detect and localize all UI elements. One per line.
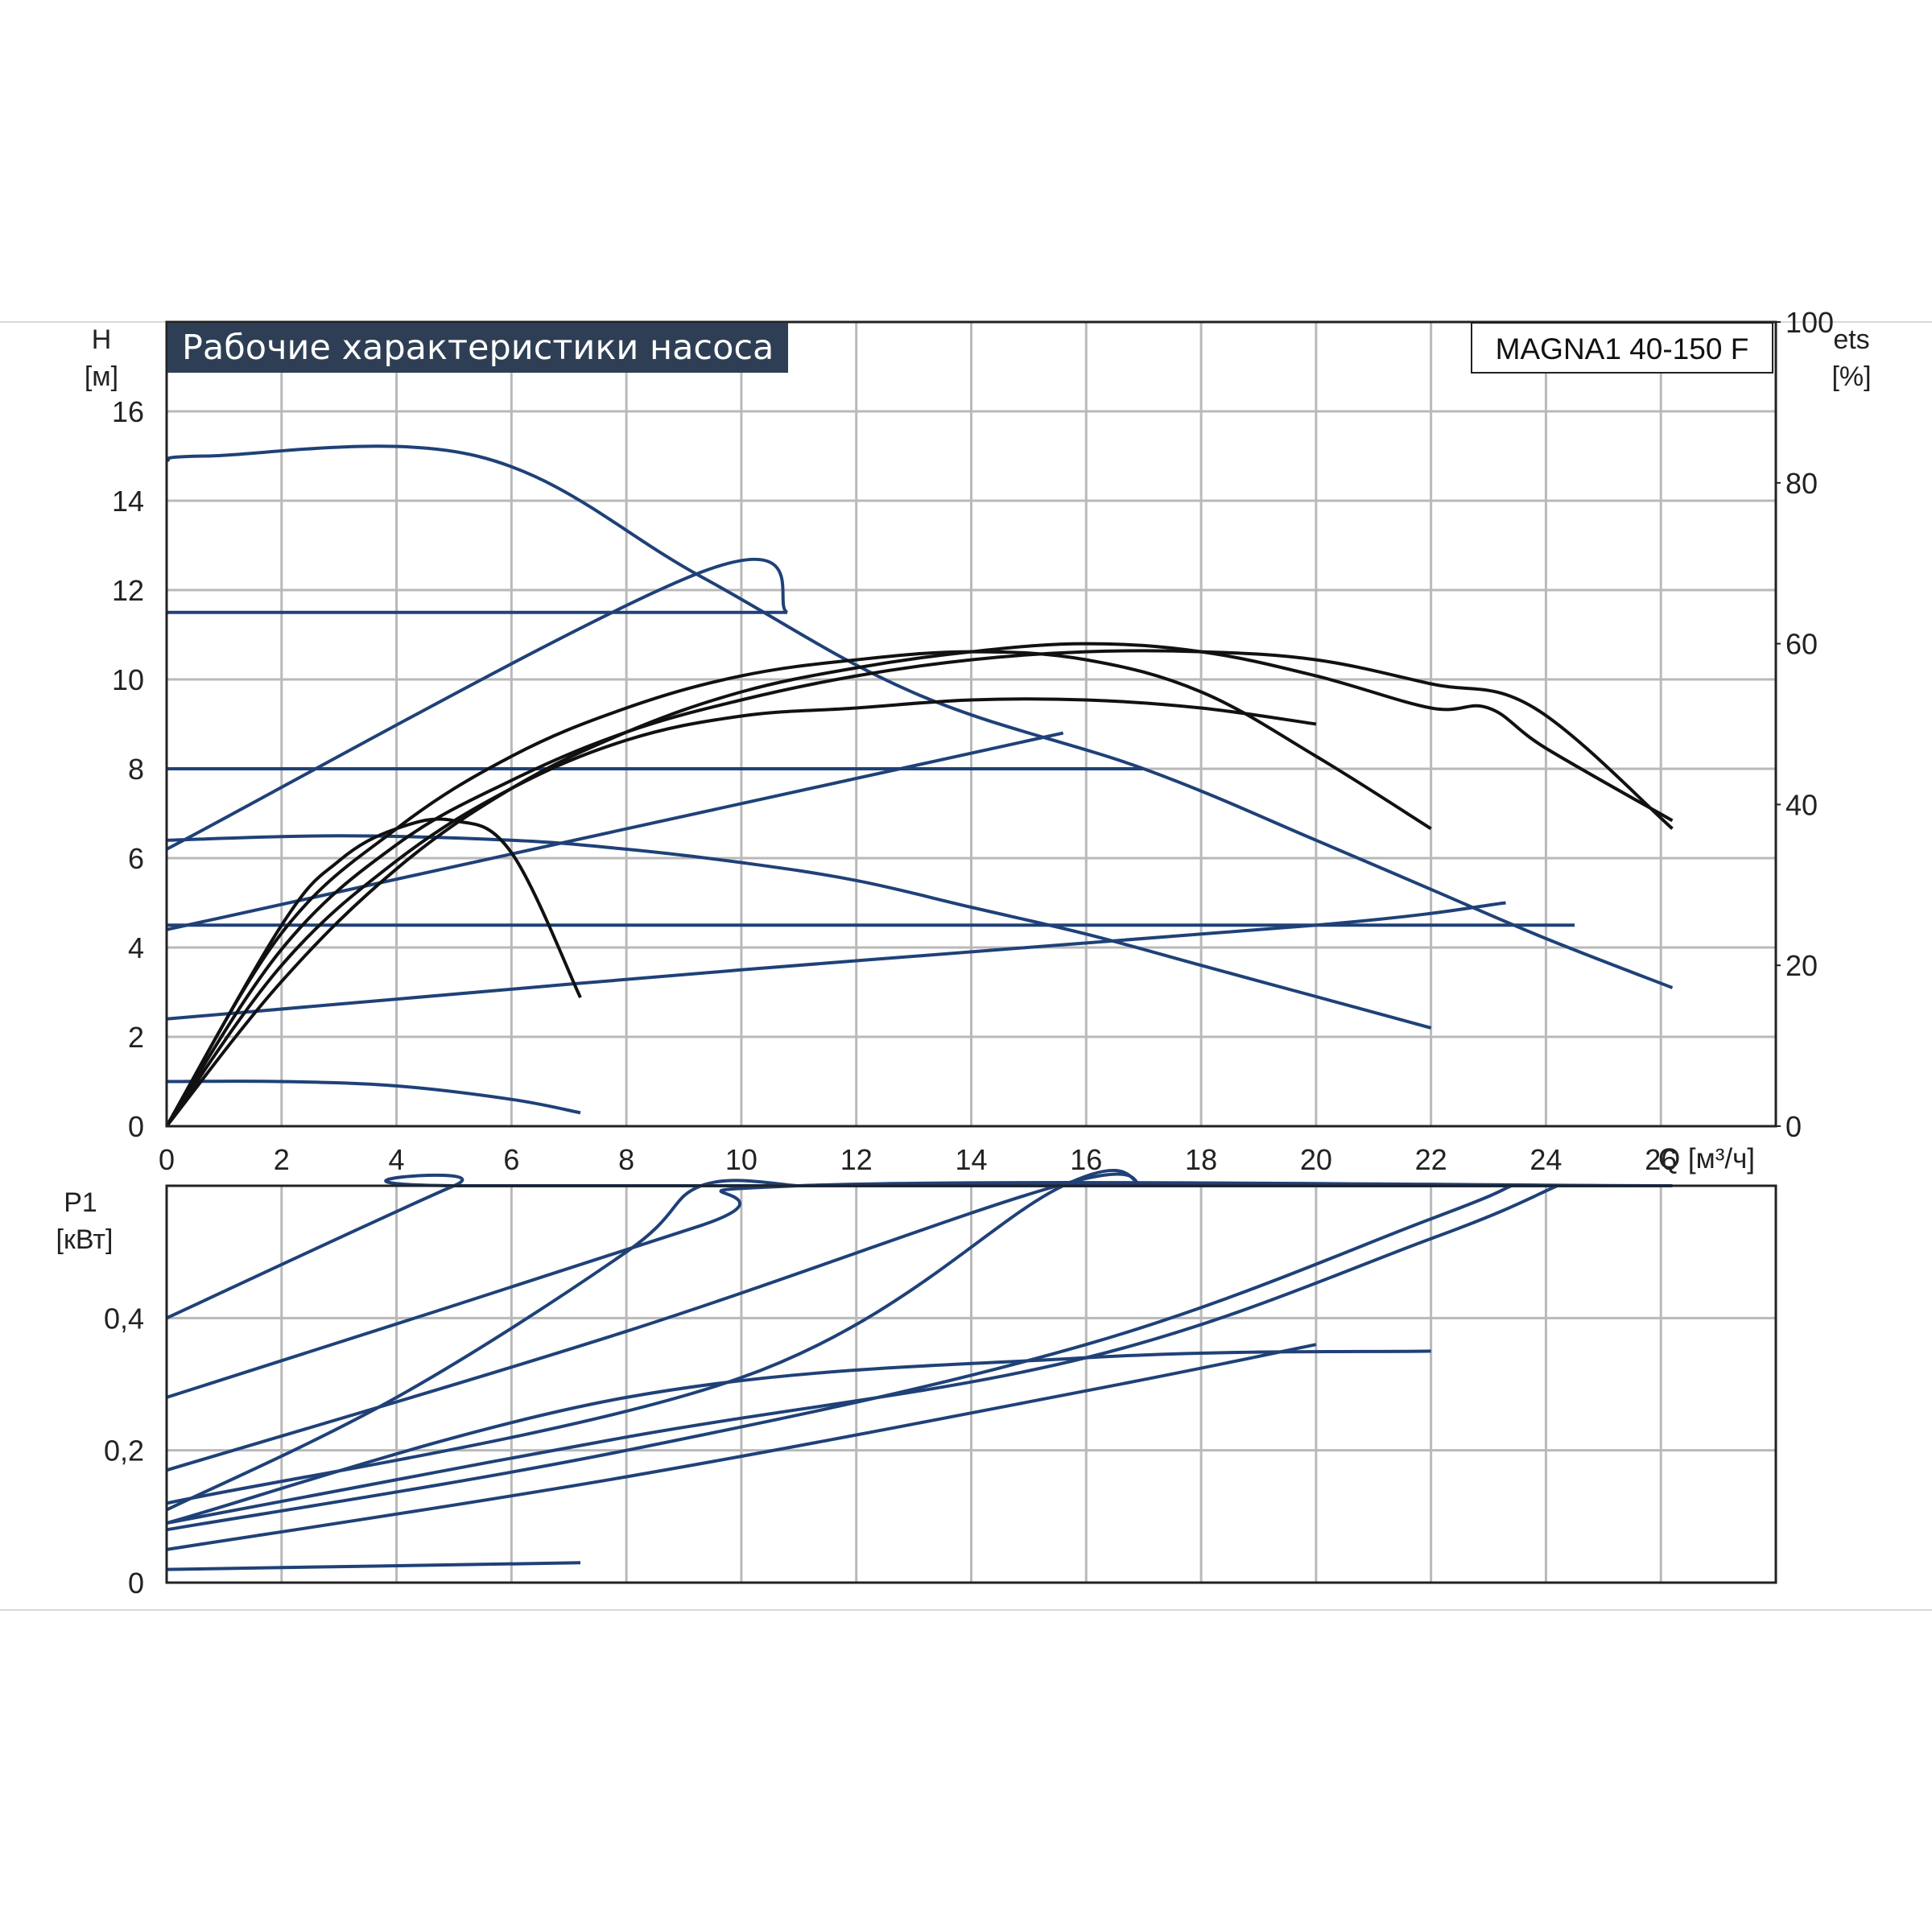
head-curve — [166, 901, 1506, 1021]
head-panel-frame — [165, 320, 1777, 1128]
head-axis-unit: [м] — [84, 361, 119, 392]
efficiency-curve — [165, 642, 1674, 1128]
tick-labels: 0 2 4 6 8 10 12 14 16 18 20 22 24 2602468101214160204… — [104, 306, 1834, 1600]
power-curve — [166, 1169, 1145, 1505]
x-tick-label: 12 — [840, 1143, 873, 1176]
head-tick-label: 14 — [112, 485, 144, 518]
head-tick-label: 4 — [128, 931, 144, 964]
x-tick-label: 4 — [389, 1143, 405, 1176]
x-tick-label: 8 — [618, 1143, 634, 1176]
head-axis-symbol: H — [91, 324, 112, 355]
efficiency-tick-label: 60 — [1785, 628, 1818, 661]
x-tick-label: 2 — [274, 1143, 290, 1176]
x-tick-label: 24 — [1530, 1143, 1562, 1176]
power-axis-unit: [кВт] — [56, 1224, 114, 1255]
power-curve — [166, 1179, 799, 1512]
x-tick-label: 0 — [159, 1143, 175, 1176]
efficiency-axis-symbol: ets — [1833, 324, 1870, 355]
efficiency-curve — [165, 649, 1674, 1128]
head-tick-label: 0 — [128, 1110, 144, 1143]
efficiency-tick-label: 20 — [1785, 949, 1818, 982]
head-curve — [166, 1080, 581, 1115]
chart-title: Рабочие характеристики насоса — [167, 323, 789, 373]
power-tick-label: 0 — [128, 1567, 144, 1600]
power-panel-curves — [166, 1169, 1673, 1571]
efficiency-tick-label: 0 — [1785, 1110, 1802, 1143]
x-tick-label: 16 — [1070, 1143, 1102, 1176]
power-axis-symbol: P1 — [64, 1187, 97, 1218]
efficiency-curve — [165, 697, 1317, 1128]
head-panel-curves — [165, 444, 1674, 1128]
power-panel-frame — [165, 1184, 1777, 1584]
power-curve — [166, 1343, 1317, 1551]
power-curve — [166, 1184, 1513, 1532]
head-curve — [166, 557, 789, 851]
x-tick-label: 6 — [503, 1143, 519, 1176]
efficiency-tick-label: 100 — [1785, 306, 1834, 339]
head-tick-label: 16 — [112, 395, 144, 428]
power-curve — [166, 1181, 1673, 1399]
head-curve — [166, 444, 1674, 989]
power-tick-label: 0,2 — [104, 1435, 144, 1468]
x-tick-label: 22 — [1415, 1143, 1447, 1176]
power-tick-label: 0,4 — [104, 1302, 144, 1335]
power-curve — [166, 1184, 1558, 1525]
head-tick-label: 10 — [112, 663, 144, 696]
efficiency-tick-label: 80 — [1785, 467, 1818, 500]
head-panel-grid — [167, 320, 1776, 1126]
x-tick-label: 18 — [1185, 1143, 1217, 1176]
power-curve — [166, 1349, 1431, 1525]
x-tick-label: 10 — [725, 1143, 758, 1176]
head-tick-label: 8 — [128, 753, 144, 786]
x-tick-label: 14 — [955, 1143, 987, 1176]
head-curve — [166, 731, 1064, 931]
head-tick-label: 12 — [112, 574, 144, 607]
power-curve — [166, 1173, 1673, 1320]
model-label: MAGNA1 40-150 F — [1471, 322, 1773, 374]
x-tick-label: 26 — [1645, 1143, 1677, 1176]
efficiency-curve — [165, 650, 1432, 1128]
efficiency-curve — [165, 817, 582, 1127]
efficiency-tick-label: 40 — [1785, 788, 1818, 821]
head-tick-label: 6 — [128, 842, 144, 875]
efficiency-axis-unit: [%] — [1831, 361, 1872, 392]
power-curve — [166, 1172, 1144, 1472]
power-curve — [166, 1561, 581, 1571]
head-tick-label: 2 — [128, 1021, 144, 1054]
flow-axis-label: Q [м³/ч] — [1657, 1143, 1756, 1174]
x-tick-label: 20 — [1300, 1143, 1332, 1176]
